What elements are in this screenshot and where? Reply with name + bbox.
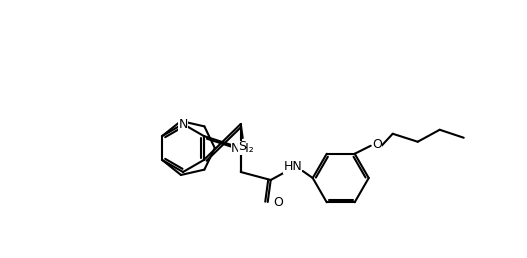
Text: O: O xyxy=(273,197,282,209)
Text: NH₂: NH₂ xyxy=(231,141,255,155)
Text: N: N xyxy=(178,117,188,131)
Text: S: S xyxy=(238,141,246,154)
Text: O: O xyxy=(372,138,382,151)
Text: HN: HN xyxy=(284,160,302,173)
